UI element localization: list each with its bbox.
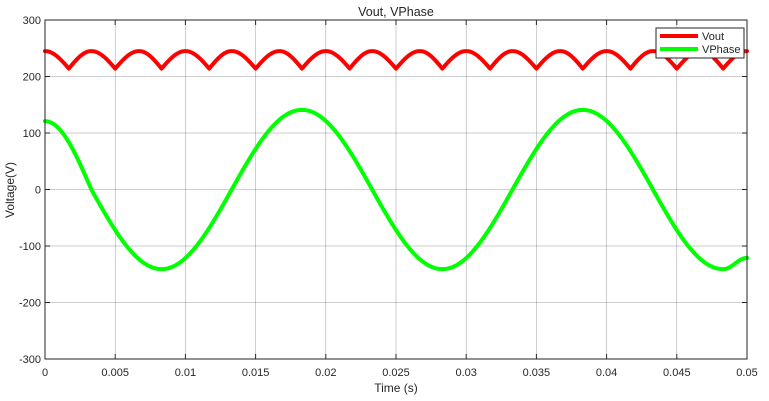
y-tick-label: -200 [19, 298, 41, 310]
x-tick-label: 0.05 [736, 367, 757, 379]
x-tick-label: 0.03 [455, 367, 476, 379]
x-tick-label: 0 [42, 367, 48, 379]
x-tick-label: 0.005 [101, 367, 129, 379]
x-axis-label: Time (s) [374, 381, 418, 395]
x-tick-label: 0.035 [523, 367, 551, 379]
y-axis-label: Voltage(V) [3, 162, 17, 218]
series-line-vout [43, 49, 749, 71]
y-tick-label: 200 [23, 72, 41, 84]
legend-box [655, 27, 745, 59]
x-tick-label: 0.015 [242, 367, 270, 379]
x-axis-ticks: 0 0.005 0.01 0.015 0.02 0.025 0.03 0.035 0.04 0.0… [42, 20, 758, 379]
y-tick-label: -300 [19, 354, 41, 366]
y-tick-label: 100 [23, 128, 41, 140]
series-line-vphase [43, 107, 749, 272]
y-axis-ticks: -300 -200 -100 0 100 200 300 [19, 15, 747, 366]
y-tick-label: 300 [23, 15, 41, 27]
x-tick-label: 0.025 [382, 367, 410, 379]
y-tick-label: 0 [35, 185, 41, 197]
x-tick-label: 0.04 [596, 367, 617, 379]
legend-label-vphase: VPhase [702, 44, 741, 56]
x-tick-label: 0.02 [315, 367, 336, 379]
x-tick-label: 0.01 [175, 367, 196, 379]
series-layer [43, 49, 749, 272]
plot-area [45, 20, 747, 359]
y-tick-label: -100 [19, 241, 41, 253]
chart-title: Vout, VPhase [358, 5, 434, 19]
x-tick-label: 0.045 [663, 367, 691, 379]
legend-label-vout: Vout [702, 31, 724, 43]
